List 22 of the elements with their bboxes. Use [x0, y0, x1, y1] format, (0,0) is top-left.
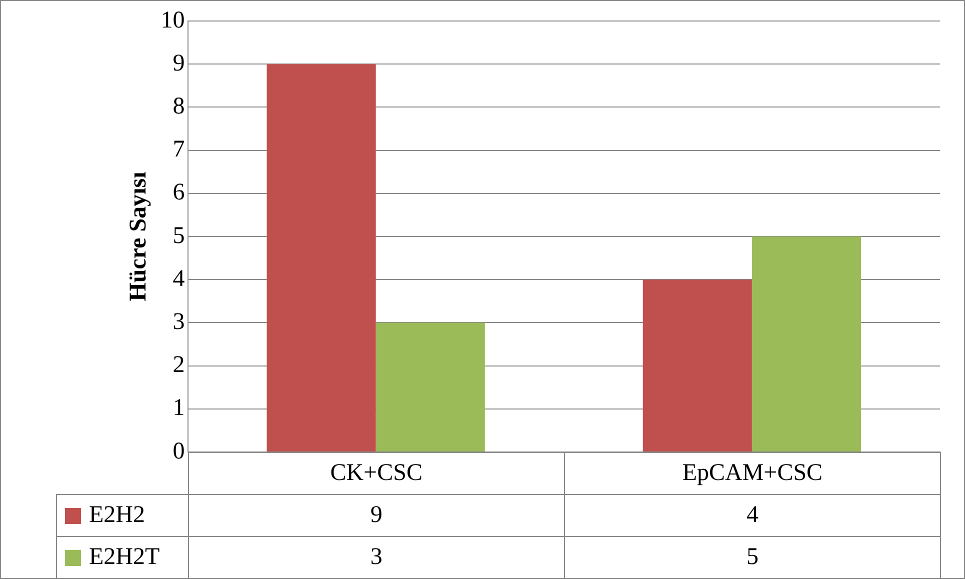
- y-tick-label: 7: [172, 136, 185, 163]
- y-tick-label: 1: [172, 395, 185, 422]
- data-label: 5: [564, 536, 941, 579]
- y-tick-label: 4: [172, 266, 185, 292]
- y-tick-label: 0: [172, 438, 185, 464]
- x-tick-label: EpCAM+CSC: [564, 452, 941, 495]
- y-axis-title: Hücre Sayısı: [126, 171, 152, 302]
- y-tick-label: 5: [172, 222, 185, 249]
- y-tick-label: 2: [172, 352, 185, 378]
- x-tick-label: CK+CSC: [188, 452, 565, 495]
- data-label: 4: [564, 494, 941, 537]
- bar: [376, 322, 485, 452]
- bar: [752, 236, 862, 452]
- legend-label: E2H2: [89, 502, 145, 529]
- y-tick-label: 9: [172, 50, 185, 76]
- y-tick-label: 3: [172, 308, 185, 335]
- y-tick-label: 6: [172, 180, 185, 206]
- bar: [266, 64, 376, 452]
- y-tick-label: 8: [172, 93, 185, 120]
- y-tick-label: 10: [160, 7, 185, 34]
- bar: [642, 280, 752, 452]
- legend-label: E2H2T: [89, 544, 160, 571]
